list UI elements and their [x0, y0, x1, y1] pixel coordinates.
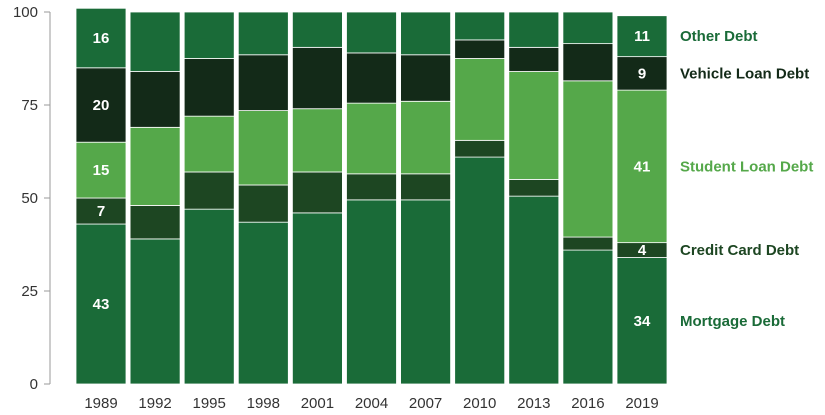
bar-2004-student-loan-debt [346, 102, 397, 175]
data-label-2019-mortgage-debt: 34 [634, 313, 651, 330]
bar-2013-mortgage-debt [508, 195, 560, 385]
bar-1992-other-debt [129, 11, 181, 72]
bar-1998-mortgage-debt [237, 221, 289, 385]
bar-1995-credit-card-debt [183, 171, 235, 210]
y-tick-label-75: 75 [21, 97, 38, 114]
bar-1992-mortgage-debt [129, 238, 181, 385]
bar-2004-vehicle-loan-debt [346, 52, 397, 104]
bar-2010-other-debt [454, 11, 506, 41]
bar-2013-vehicle-loan-debt [508, 46, 560, 72]
bar-2001-other-debt [291, 11, 343, 48]
bar-1998-credit-card-debt [237, 184, 289, 223]
x-tick-label-2013: 2013 [517, 395, 550, 412]
data-label-1989-mortgage-debt: 43 [93, 296, 110, 313]
legend-label-mortgage-debt: Mortgage Debt [680, 313, 785, 330]
bar-1998-vehicle-loan-debt [237, 54, 289, 111]
bar-2016-credit-card-debt [562, 236, 614, 251]
data-label-2019-credit-card-debt: 4 [638, 242, 647, 259]
x-tick-label-2007: 2007 [409, 395, 442, 412]
x-tick-label-1998: 1998 [247, 395, 280, 412]
bar-2019-other-debt [616, 15, 668, 58]
y-tick-label-50: 50 [21, 190, 38, 207]
data-label-1989-student-loan-debt: 15 [93, 162, 110, 179]
bar-2001-mortgage-debt [291, 212, 343, 385]
bar-2004-mortgage-debt [346, 199, 397, 385]
data-label-2019-student-loan-debt: 41 [634, 158, 651, 175]
data-label-2019-vehicle-loan-debt: 9 [638, 65, 646, 82]
bar-1995-student-loan-debt [183, 115, 235, 173]
x-tick-label-2004: 2004 [355, 395, 388, 412]
bar-2016-mortgage-debt [562, 249, 614, 385]
x-tick-label-1989: 1989 [84, 395, 117, 412]
bar-2016-vehicle-loan-debt [562, 43, 614, 82]
bar-2007-student-loan-debt [400, 100, 452, 175]
bar-1989-student-loan-debt [75, 141, 127, 199]
bar-1998-student-loan-debt [237, 110, 289, 186]
bar-2019-vehicle-loan-debt [616, 56, 668, 91]
bar-2001-student-loan-debt [291, 108, 343, 173]
legend-label-other-debt: Other Debt [680, 28, 758, 45]
bar-1989-mortgage-debt [75, 223, 127, 385]
x-tick-label-1995: 1995 [193, 395, 226, 412]
bar-2010-vehicle-loan-debt [454, 39, 506, 59]
bar-2010-student-loan-debt [454, 58, 506, 141]
bar-2004-other-debt [346, 11, 397, 54]
legend-label-credit-card-debt: Credit Card Debt [680, 242, 799, 259]
legend-label-student-loan-debt: Student Loan Debt [680, 158, 813, 175]
data-label-1989-credit-card-debt: 7 [97, 203, 105, 220]
bar-1995-other-debt [183, 11, 235, 59]
bar-1998-other-debt [237, 11, 289, 56]
y-tick-label-25: 25 [21, 283, 38, 300]
data-label-2019-other-debt: 11 [634, 28, 650, 45]
bar-2013-credit-card-debt [508, 178, 560, 197]
data-label-1989-other-debt: 16 [93, 30, 110, 47]
bar-2007-vehicle-loan-debt [400, 54, 452, 102]
bar-1992-vehicle-loan-debt [129, 71, 181, 128]
x-tick-label-1992: 1992 [138, 395, 171, 412]
bar-2013-student-loan-debt [508, 71, 560, 180]
bar-2013-other-debt [508, 11, 560, 48]
bar-1989-credit-card-debt [75, 197, 127, 225]
x-tick-label-2001: 2001 [301, 395, 334, 412]
bar-2019-mortgage-debt [616, 257, 668, 385]
bar-2004-credit-card-debt [346, 173, 397, 201]
bar-2016-student-loan-debt [562, 80, 614, 238]
bar-1989-other-debt [75, 7, 127, 69]
bar-2001-credit-card-debt [291, 171, 343, 214]
y-tick-label-100: 100 [13, 4, 38, 21]
x-tick-label-2016: 2016 [571, 395, 604, 412]
bar-1995-mortgage-debt [183, 208, 235, 385]
legend-label-vehicle-loan-debt: Vehicle Loan Debt [680, 65, 809, 82]
x-tick-label-2019: 2019 [625, 395, 658, 412]
bar-1995-vehicle-loan-debt [183, 58, 235, 117]
bar-1992-student-loan-debt [129, 126, 181, 206]
bar-2007-other-debt [400, 11, 452, 56]
data-label-1989-vehicle-loan-debt: 20 [93, 97, 110, 114]
bar-2007-mortgage-debt [400, 199, 452, 385]
bar-2010-mortgage-debt [454, 156, 506, 385]
bar-2007-credit-card-debt [400, 173, 452, 201]
bar-2016-other-debt [562, 11, 614, 45]
bar-2001-vehicle-loan-debt [291, 46, 343, 110]
bar-1992-credit-card-debt [129, 205, 181, 240]
y-tick-label-0: 0 [30, 376, 38, 393]
bar-2010-credit-card-debt [454, 139, 506, 158]
x-tick-label-2010: 2010 [463, 395, 496, 412]
